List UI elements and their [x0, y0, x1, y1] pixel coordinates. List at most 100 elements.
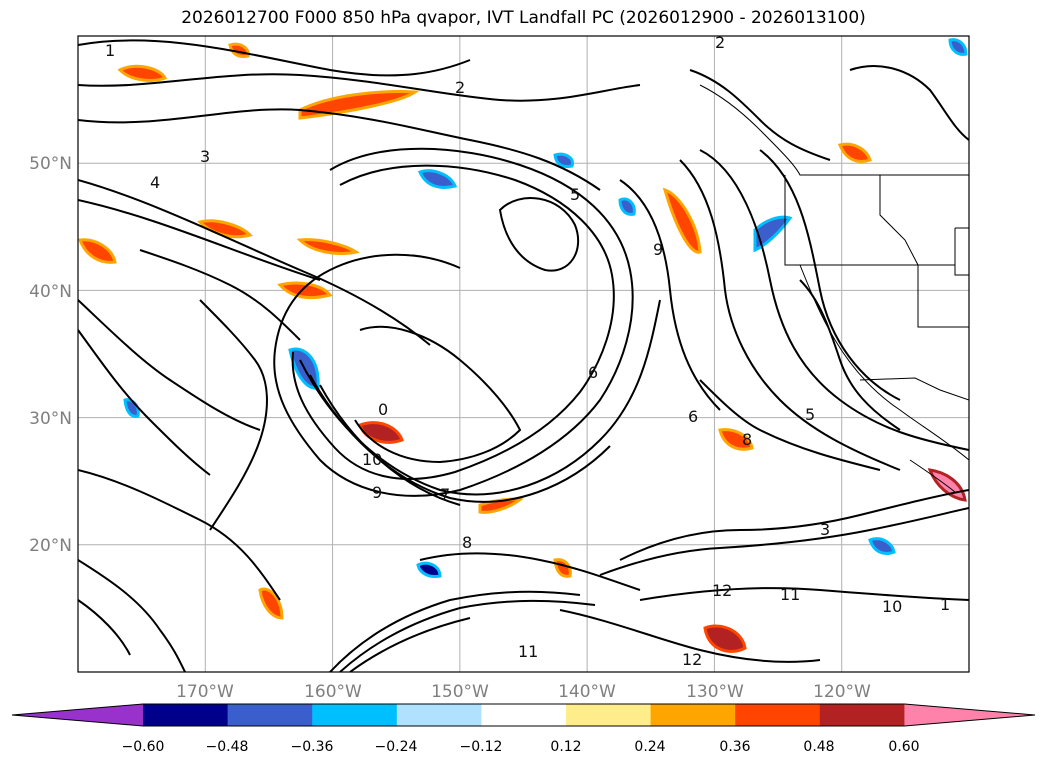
contour-label: 8 — [462, 533, 472, 552]
contour-label: 9 — [653, 240, 663, 259]
contour-label: 11 — [518, 642, 538, 661]
lon-label-170w: 170°W — [176, 682, 234, 702]
colorbar-tick: 0.60 — [888, 739, 919, 755]
contour-label: 9 — [372, 483, 382, 502]
contour-label: 3 — [820, 520, 830, 539]
contour-line — [354, 325, 522, 464]
contour-label: 1 — [105, 41, 115, 60]
contour-line — [78, 299, 261, 431]
colorbar-outline — [11, 703, 1036, 727]
colorbar-segment — [735, 704, 821, 726]
colorbar-tick: −0.48 — [206, 739, 249, 755]
coastline — [879, 175, 969, 328]
shaded-patch — [416, 561, 442, 578]
coastline — [799, 264, 969, 461]
colorbar-segment — [143, 704, 229, 726]
colorbar-segment — [227, 704, 313, 726]
contour-line — [599, 507, 969, 576]
contour-line — [849, 65, 969, 141]
contour-line — [291, 164, 615, 480]
shaded-patch — [718, 428, 754, 451]
contour-label: 6 — [588, 363, 598, 382]
contour-label: 10 — [882, 597, 902, 616]
lon-label-120w: 120°W — [813, 682, 871, 702]
colorbar-segment — [566, 704, 652, 726]
contour-label: 0 — [378, 400, 388, 419]
gridlines — [78, 36, 969, 672]
colorbar-tick: −0.60 — [122, 739, 165, 755]
contour-line — [679, 159, 901, 471]
contour-line — [78, 39, 471, 77]
shaded-patch — [417, 169, 458, 189]
coastline — [699, 84, 969, 176]
coastline — [909, 459, 956, 493]
contour-line — [309, 374, 611, 503]
coastline — [859, 377, 969, 401]
lat-label-30n: 30°N — [29, 409, 72, 429]
lon-label-150w: 150°W — [431, 682, 489, 702]
contour-line — [699, 379, 881, 471]
contour-line — [78, 199, 321, 281]
contour-label: 2 — [455, 78, 465, 97]
coastline — [954, 227, 969, 276]
contour-label: 5 — [570, 185, 580, 204]
colorbar-segment — [396, 704, 482, 726]
map-content: 1 2 3 4 5 6 7 8 9 10 11 12 0 2 6 3 8 10 … — [78, 33, 969, 672]
shaded-patch — [277, 281, 333, 299]
contour-label: 7 — [440, 485, 450, 504]
lat-label-20n: 20°N — [29, 536, 72, 556]
contour-line — [689, 69, 831, 161]
colorbar-extend-max — [904, 704, 1035, 726]
contour-line — [78, 108, 601, 191]
shaded-patch — [948, 38, 968, 56]
map-title: 2026012700 F000 850 hPa qvapor, IVT Land… — [181, 8, 866, 28]
map-background — [78, 36, 969, 672]
shaded-patch — [662, 187, 702, 254]
coastline — [784, 175, 955, 266]
lon-label-140w: 140°W — [558, 682, 616, 702]
contour-line — [329, 590, 581, 672]
contour-label: 12 — [712, 581, 732, 600]
colorbar-tick: 0.12 — [550, 739, 581, 755]
contour-label: 4 — [150, 173, 160, 192]
lat-label-40n: 40°N — [29, 282, 72, 302]
contour-label: 12 — [682, 650, 702, 669]
shaded-patch — [78, 238, 117, 264]
colorbar-tick: −0.24 — [375, 739, 418, 755]
colorbar-extend-min — [12, 704, 143, 726]
colorbar — [11, 703, 1036, 727]
contour-line — [78, 73, 641, 102]
contour-line — [139, 249, 301, 341]
shaded-patch — [117, 64, 168, 82]
contour-lines — [78, 39, 969, 672]
contour-line — [799, 279, 901, 431]
coastlines — [699, 84, 969, 493]
contour-line — [619, 489, 969, 561]
colorbar-tick: 0.48 — [803, 739, 834, 755]
colorbar-ticks: −0.60 −0.48 −0.36 −0.24 −0.12 0.12 0.24 … — [122, 739, 920, 755]
colorbar-segment — [650, 704, 736, 726]
shaded-patch — [618, 197, 636, 216]
contour-line — [78, 469, 281, 601]
contour-label: 2 — [715, 33, 725, 52]
colorbar-segment — [819, 704, 905, 726]
shaded-patch — [296, 238, 360, 255]
colorbar-tick: 0.36 — [719, 739, 750, 755]
contour-line — [498, 197, 580, 272]
longitude-labels: 170°W 160°W 150°W 140°W 130°W 120°W — [176, 682, 871, 702]
contour-label: 5 — [805, 405, 815, 424]
contour-label: 8 — [742, 430, 752, 449]
contour-line — [78, 559, 186, 672]
map-frame — [77, 35, 970, 673]
shaded-patch — [703, 624, 747, 653]
shaded-patch — [837, 142, 872, 163]
contour-line — [419, 552, 641, 591]
contour-line — [78, 179, 431, 346]
contour-line — [319, 384, 461, 506]
contour-line — [699, 149, 969, 451]
contour-line — [199, 299, 268, 531]
lon-label-130w: 130°W — [686, 682, 744, 702]
colorbar-tick: 0.24 — [634, 739, 665, 755]
lon-label-160w: 160°W — [304, 682, 362, 702]
